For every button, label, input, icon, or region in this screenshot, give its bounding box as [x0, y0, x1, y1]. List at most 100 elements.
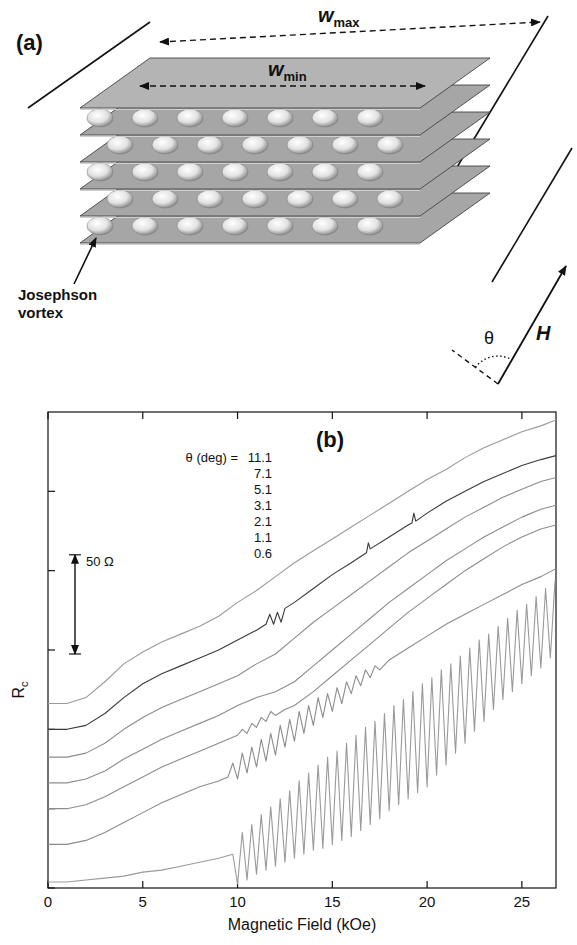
vortex	[107, 136, 133, 154]
x-tick	[332, 412, 333, 419]
vortex	[267, 163, 293, 181]
y-tick	[48, 887, 55, 888]
x-tick-label: 20	[419, 893, 436, 910]
vortex	[312, 109, 338, 127]
vortex	[107, 190, 133, 208]
vortex	[177, 163, 203, 181]
vortex-label-line: Josephson	[18, 286, 97, 303]
data-line	[48, 581, 555, 884]
vortex	[152, 190, 178, 208]
vortex	[267, 109, 293, 127]
vortex	[357, 217, 383, 235]
field-line	[492, 148, 572, 282]
legend-entry: 2.1	[254, 514, 272, 529]
vortex	[152, 136, 178, 154]
angle-label: θ	[484, 328, 494, 348]
x-tick	[332, 881, 333, 888]
y-axis-title: Rc	[10, 681, 30, 699]
scale-bar-cap	[69, 554, 81, 555]
width-min-label-sub: min	[284, 69, 307, 84]
field-arrow	[498, 266, 566, 384]
x-tick-label: 15	[324, 893, 341, 910]
layer-edge	[80, 217, 420, 218]
data-line	[48, 477, 556, 757]
legend-entry: 1.1	[254, 530, 272, 545]
vortex	[222, 109, 248, 127]
vortex	[132, 217, 158, 235]
scale-bar-label: 50 Ω	[86, 554, 114, 569]
vortex	[287, 190, 313, 208]
panel-b: 0 5 10 15 20 25 50 Ω θ (deg) = 11.17.15.13.12.11…	[10, 412, 556, 933]
vortex	[222, 217, 248, 235]
vortex	[132, 109, 158, 127]
x-axis-title: Magnetic Field (kOe)	[228, 916, 377, 933]
reference-line	[452, 350, 498, 384]
vortex	[222, 163, 248, 181]
vortex-label-line: vortex	[18, 304, 64, 321]
layer-edge	[80, 136, 420, 137]
vortex	[312, 217, 338, 235]
x-tick-label: 0	[44, 893, 52, 910]
vortex	[287, 136, 313, 154]
layer-edge	[80, 109, 420, 110]
layer-edge	[80, 163, 420, 164]
vortex	[242, 190, 268, 208]
width-min-label-main: w	[268, 58, 285, 80]
layer-edge	[80, 190, 420, 191]
x-tick	[142, 412, 143, 419]
vortex	[332, 136, 358, 154]
vortex	[87, 163, 113, 181]
layer-edge	[80, 244, 420, 245]
panel-label: (b)	[316, 427, 344, 452]
y-axis-title-main: R	[10, 687, 27, 699]
x-tick-label: 10	[229, 893, 246, 910]
data-line	[48, 525, 556, 809]
scale-bar	[74, 555, 75, 654]
legend-entry: 0.6	[254, 546, 272, 561]
vortex	[87, 109, 113, 127]
legend-entry: 11.1	[248, 450, 272, 465]
x-tick-label: 25	[514, 893, 531, 910]
vortex	[177, 217, 203, 235]
vortex	[357, 109, 383, 127]
y-axis-title-sub: c	[18, 681, 30, 687]
legend-entry: 7.1	[254, 466, 272, 481]
layer	[80, 58, 490, 108]
plot-frame	[48, 412, 556, 888]
y-tick	[48, 649, 55, 650]
width-max-label-main: w	[318, 4, 335, 26]
angle-arc	[476, 356, 513, 367]
vortex	[132, 163, 158, 181]
vortex	[242, 136, 268, 154]
panel-a: (a)wmaxwminHθJosephsonvortex	[16, 4, 572, 384]
x-tick-label: 5	[139, 893, 147, 910]
data-line	[48, 569, 556, 845]
x-tick	[427, 412, 428, 419]
vortex	[197, 136, 223, 154]
width-max-label: wmax	[318, 4, 360, 30]
vortex	[177, 109, 203, 127]
x-tick	[237, 412, 238, 419]
x-tick	[142, 881, 143, 888]
series-group	[48, 420, 556, 884]
vortex	[87, 217, 113, 235]
y-tick	[48, 570, 55, 571]
x-tick	[521, 881, 522, 888]
field-label: H	[536, 322, 551, 344]
legend-entry: 3.1	[254, 498, 272, 513]
scale-bar-cap	[69, 653, 81, 654]
vortex	[377, 190, 403, 208]
legend-title: θ (deg) =	[186, 450, 238, 465]
vortex	[267, 217, 293, 235]
width-max-label-sub: max	[334, 15, 361, 30]
vortex-pointer	[74, 238, 96, 284]
vortex	[332, 190, 358, 208]
legend-entry: 5.1	[254, 482, 272, 497]
figure: (a)wmaxwminHθJosephsonvortex051015202550…	[0, 0, 577, 945]
x-tick	[521, 412, 522, 419]
data-line	[48, 456, 556, 730]
vortex	[197, 190, 223, 208]
vortex	[357, 163, 383, 181]
vortex	[312, 163, 338, 181]
vortex-label: Josephsonvortex	[18, 286, 97, 321]
